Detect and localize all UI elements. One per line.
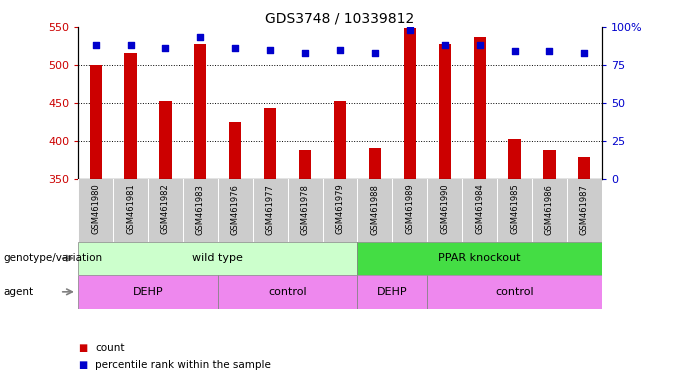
Text: GSM461989: GSM461989 — [405, 184, 414, 234]
Text: GSM461982: GSM461982 — [161, 184, 170, 234]
Point — [195, 35, 206, 41]
Bar — [543, 150, 556, 179]
Text: GSM461985: GSM461985 — [510, 184, 519, 234]
Bar — [334, 101, 346, 179]
Bar — [439, 43, 451, 179]
Text: control: control — [495, 287, 534, 297]
Bar — [78, 275, 218, 309]
Text: GSM461980: GSM461980 — [91, 184, 100, 234]
Text: GSM461987: GSM461987 — [580, 184, 589, 235]
Bar — [90, 65, 102, 179]
Text: GSM461988: GSM461988 — [371, 184, 379, 235]
Bar — [78, 242, 358, 275]
Bar — [404, 28, 416, 179]
Bar — [509, 139, 521, 179]
Text: PPAR knockout: PPAR knockout — [439, 253, 521, 263]
Text: GSM461978: GSM461978 — [301, 184, 309, 235]
Bar — [369, 148, 381, 179]
Text: genotype/variation: genotype/variation — [3, 253, 103, 263]
Text: ■: ■ — [78, 343, 88, 353]
Text: GSM461986: GSM461986 — [545, 184, 554, 235]
Text: GSM461977: GSM461977 — [266, 184, 275, 235]
Text: agent: agent — [3, 287, 33, 297]
Text: DEHP: DEHP — [377, 287, 408, 297]
Bar — [473, 38, 486, 179]
Text: GSM461976: GSM461976 — [231, 184, 240, 235]
Point — [405, 27, 415, 33]
Point — [300, 50, 311, 56]
Point — [544, 48, 555, 54]
Point — [90, 42, 101, 48]
Text: wild type: wild type — [192, 253, 243, 263]
Bar — [264, 108, 276, 179]
Bar — [124, 53, 137, 179]
Bar — [229, 122, 241, 179]
Text: GSM461990: GSM461990 — [440, 184, 449, 234]
Bar — [358, 242, 602, 275]
Point — [509, 48, 520, 54]
Bar — [427, 275, 602, 309]
Text: ■: ■ — [78, 360, 88, 370]
Text: GSM461984: GSM461984 — [475, 184, 484, 234]
Point — [335, 46, 345, 53]
Text: DEHP: DEHP — [133, 287, 163, 297]
Bar — [218, 275, 358, 309]
Bar — [578, 157, 590, 179]
Point — [439, 42, 450, 48]
Point — [160, 45, 171, 51]
Bar — [299, 150, 311, 179]
Text: GSM461981: GSM461981 — [126, 184, 135, 234]
Point — [230, 45, 241, 51]
Point — [125, 42, 136, 48]
Text: percentile rank within the sample: percentile rank within the sample — [95, 360, 271, 370]
Text: GSM461979: GSM461979 — [335, 184, 345, 234]
Text: control: control — [269, 287, 307, 297]
Point — [579, 50, 590, 56]
Point — [265, 46, 275, 53]
Point — [474, 42, 485, 48]
Bar — [159, 101, 171, 179]
Text: count: count — [95, 343, 124, 353]
Bar — [194, 43, 207, 179]
Text: GSM461983: GSM461983 — [196, 184, 205, 235]
Point — [369, 50, 380, 56]
Text: GDS3748 / 10339812: GDS3748 / 10339812 — [265, 12, 415, 25]
Bar — [358, 275, 427, 309]
